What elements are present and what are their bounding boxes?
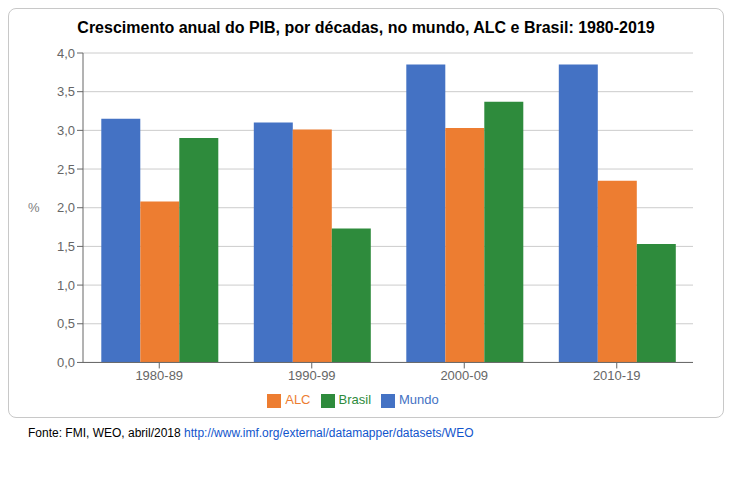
html-text:Brasil: Brasil [338, 392, 371, 408]
svg-text:3,5: 3,5 [57, 84, 75, 99]
svg-text:0,0: 0,0 [57, 355, 75, 370]
svg-text:1990-99: 1990-99 [288, 368, 336, 383]
svg-text:2010-19: 2010-19 [593, 368, 641, 383]
svg-text:1,0: 1,0 [57, 278, 75, 293]
svg-text:2,5: 2,5 [57, 162, 75, 177]
svg-text:3,0: 3,0 [57, 123, 75, 138]
html-text:Crescimento anual do PIB, por: Crescimento anual do PIB, por décadas, n… [77, 19, 655, 36]
html-text:Fonte: FMI, WEO, abril/2018 ht: Fonte: FMI, WEO, abril/2018 http://www.i… [28, 426, 474, 440]
svg-text:4,0: 4,0 [57, 46, 75, 61]
svg-text:2000-09: 2000-09 [440, 368, 488, 383]
html-text:Mundo: Mundo [399, 392, 439, 408]
svg-text:2,0: 2,0 [57, 200, 75, 215]
svg-text:1980-89: 1980-89 [135, 368, 183, 383]
svg-text:1,5: 1,5 [57, 239, 75, 254]
svg-text:%: % [28, 200, 40, 215]
html-text:ALC: ALC [285, 392, 311, 408]
svg-text:0,5: 0,5 [57, 316, 75, 331]
